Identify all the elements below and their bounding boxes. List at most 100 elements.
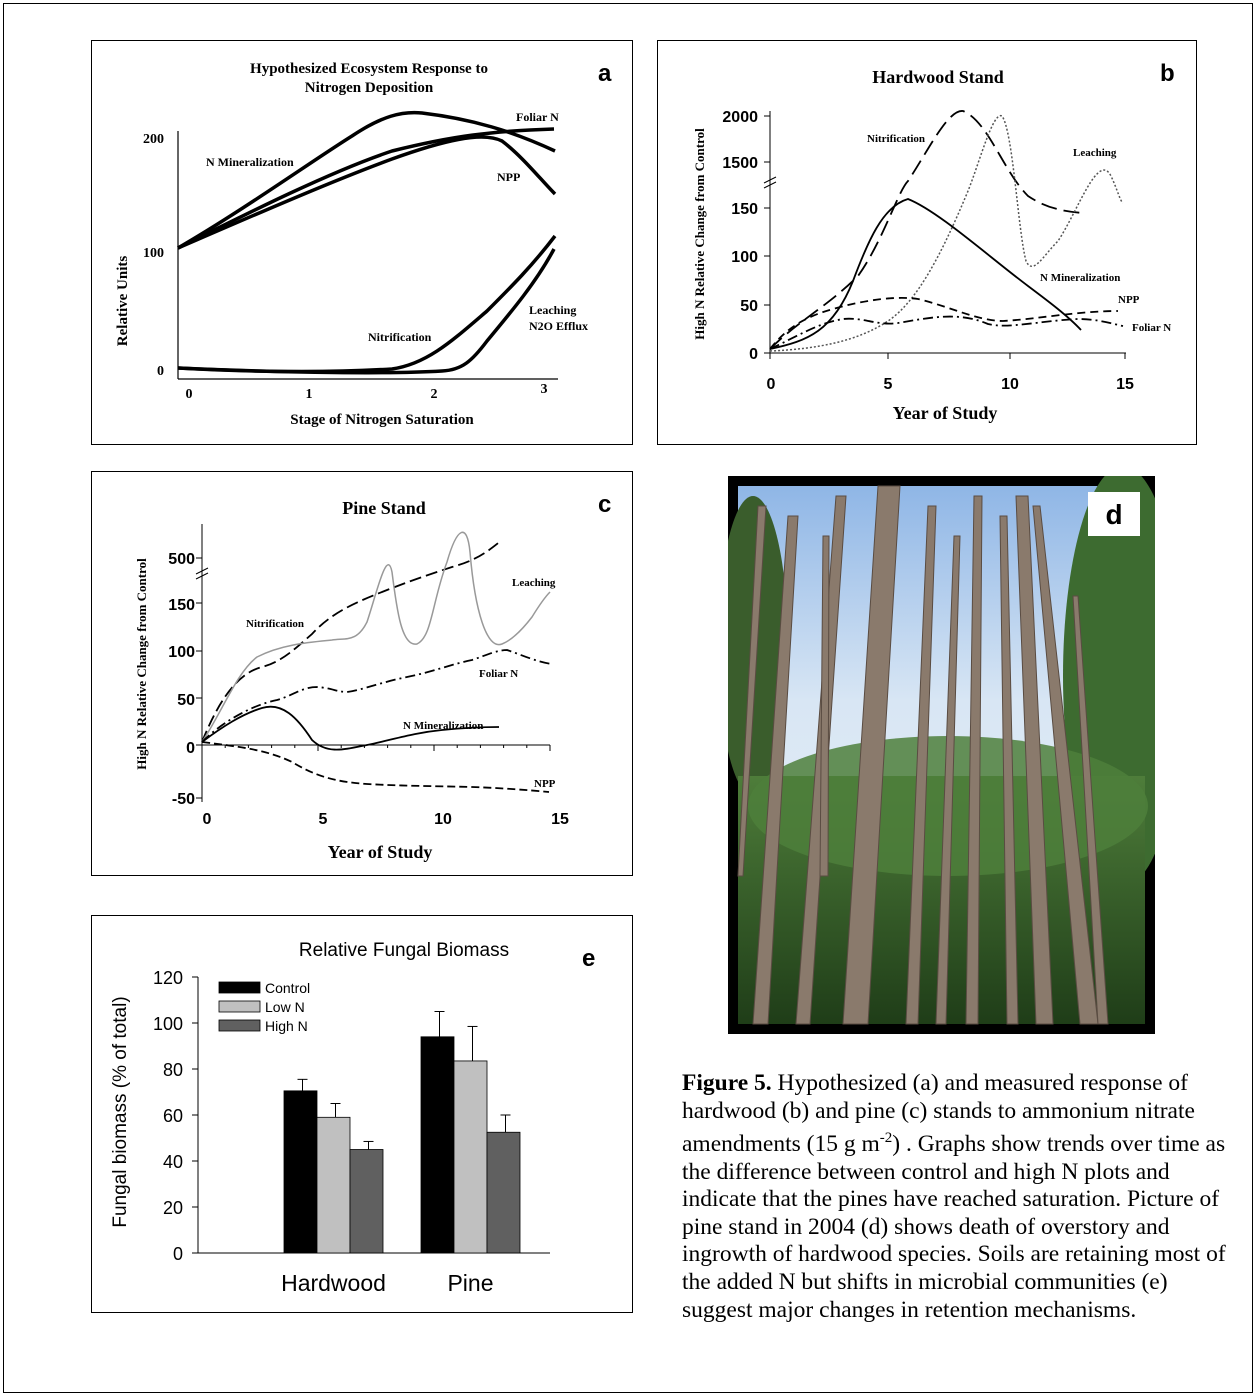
chart-b-ytick-100: 100 (731, 249, 758, 266)
error-bar-pine-high-n (500, 1114, 511, 1133)
chart-e-bars (283, 1011, 521, 1254)
chart-e-legend: Control Low N High N (218, 980, 310, 1034)
label-b-foliar-n: Foliar N (1132, 322, 1171, 334)
panel-b: b Hardwood Stand High N Relative Change … (657, 40, 1197, 445)
label-c-leaching: Leaching (512, 577, 556, 589)
chart-e-ytick-60: 60 (163, 1106, 183, 1126)
label-a-foliar-n: Foliar N (516, 110, 559, 124)
figure-frame (3, 3, 1253, 1393)
chart-a-xlabel: Stage of Nitrogen Saturation (290, 412, 474, 428)
legend-label-control: Control (265, 980, 310, 996)
chart-e-ytick-20: 20 (163, 1198, 183, 1218)
legend-swatch-high-n (218, 1019, 261, 1032)
line-c-n-mineralization (201, 705, 500, 751)
chart-a-title-1: Hypothesized Ecosystem Response to (250, 61, 488, 77)
label-a-nitrification: Nitrification (368, 330, 432, 344)
label-c-foliar-n: Foliar N (479, 668, 518, 680)
error-bar-pine-control (434, 1011, 445, 1037)
bar-pine-high-n (486, 1131, 521, 1254)
chart-b-xtick-15: 15 (1116, 376, 1134, 393)
chart-b-ytick-0: 0 (749, 346, 758, 363)
label-b-npp: NPP (1118, 294, 1140, 306)
chart-c-xtick-0: 0 (203, 811, 212, 828)
chart-b-xtick-10: 10 (1001, 376, 1019, 393)
legend-swatch-low-n (218, 1000, 261, 1013)
caption-text-2: ) . Graphs show trends over time as the … (682, 1131, 1226, 1323)
chart-c-ylabel: High N Relative Change from Control (134, 558, 149, 770)
chart-c-ytick-500: 500 (168, 551, 195, 568)
error-bar-hardwood-control (297, 1078, 308, 1091)
label-b-nitrification: Nitrification (867, 133, 925, 145)
bar-hardwood-high-n (349, 1149, 384, 1254)
chart-a-ylabel: Relative Units (115, 256, 131, 347)
legend-swatch-control (218, 981, 261, 994)
chart-a-ytick-0: 0 (157, 364, 164, 379)
line-b-nitrification (769, 110, 1084, 350)
chart-c-tick-marks (196, 557, 551, 799)
line-c-nitrification (201, 539, 503, 743)
line-b-foliar-n (769, 315, 1124, 350)
chart-e-ytick-80: 80 (163, 1060, 183, 1080)
legend-label-low-n: Low N (265, 999, 305, 1015)
chart-a-ytick-100: 100 (143, 246, 164, 261)
error-bar-hardwood-high-n (363, 1140, 374, 1150)
chart-e: e Relative Fungal Biomass Fungal biomass… (110, 940, 595, 1296)
chart-c-ytick-150: 150 (168, 597, 195, 614)
chart-c: c Pine Stand High N Relative Change from… (134, 491, 611, 862)
line-a-leaching (177, 248, 556, 375)
panel-e: e Relative Fungal Biomass Fungal biomass… (91, 915, 633, 1313)
chart-c-ytick-50: 50 (177, 692, 195, 709)
chart-c-axis-break (195, 567, 209, 580)
label-c-n-mineralization: N Mineralization (403, 720, 483, 732)
chart-e-ylabel: Fungal biomass (% of total) (110, 996, 131, 1227)
label-a-n2o-efflux: N2O Efflux (529, 319, 588, 333)
chart-a-xtick-2: 2 (431, 387, 438, 402)
chart-e-ytick-40: 40 (163, 1152, 183, 1172)
panel-letter-d: d (1105, 499, 1122, 530)
line-c-npp (201, 741, 550, 793)
line-b-n-mineralization (769, 198, 1082, 350)
chart-a-xtick-3: 3 (541, 382, 548, 397)
chart-e-ytick-0: 0 (173, 1244, 183, 1264)
chart-c-ytick-0: 0 (186, 740, 195, 757)
error-bar-pine-low-n (467, 1025, 478, 1061)
pine-stand-photo: d (718, 466, 1183, 1034)
label-a-leaching: Leaching (529, 303, 576, 317)
line-c-foliar-n (201, 649, 553, 743)
chart-b-ylabel: High N Relative Change from Control (692, 128, 707, 340)
figure-caption: Figure 5. Hypothesized (a) and measured … (682, 1070, 1242, 1324)
chart-b-ytick-2000: 2000 (722, 109, 758, 126)
bar-hardwood-control (283, 1090, 318, 1254)
chart-a: a Hypothesized Ecosystem Response to Nit… (115, 60, 612, 428)
panel-letter-b: b (1160, 60, 1175, 87)
chart-b-xtick-0: 0 (767, 376, 776, 393)
chart-c-title: Pine Stand (342, 498, 426, 518)
tree-trunks (737, 485, 1109, 1025)
bar-hardwood-low-n (316, 1116, 351, 1254)
chart-a-title-2: Nitrogen Deposition (305, 80, 434, 96)
chart-b-tick-marks (764, 115, 1126, 359)
caption-superscript: -2 (879, 1130, 893, 1147)
chart-a-ytick-200: 200 (143, 132, 164, 147)
panel-c: c Pine Stand High N Relative Change from… (91, 471, 633, 876)
panel-letter-e: e (582, 945, 595, 972)
chart-b-ytick-1500: 1500 (722, 155, 758, 172)
caption-text-1: Hypothesized (a) and measured response o… (682, 1070, 1195, 1158)
label-c-nitrification: Nitrification (246, 618, 304, 630)
label-b-n-mineralization: N Mineralization (1040, 272, 1120, 284)
panel-a: a Hypothesized Ecosystem Response to Nit… (91, 40, 633, 445)
chart-b-title: Hardwood Stand (872, 67, 1004, 87)
chart-e-title: Relative Fungal Biomass (299, 940, 509, 961)
label-b-leaching: Leaching (1073, 147, 1117, 159)
chart-b-ytick-50: 50 (740, 298, 758, 315)
error-bar-hardwood-low-n (330, 1103, 341, 1118)
line-c-leaching (201, 531, 551, 743)
chart-e-ytick-120: 120 (153, 968, 183, 988)
bar-pine-control (420, 1036, 455, 1254)
line-a-n-mineralization (177, 110, 556, 250)
panel-letter-a: a (598, 60, 612, 87)
chart-a-xtick-0: 0 (186, 387, 193, 402)
chart-e-tick-marks (192, 976, 198, 1254)
chart-a-xtick-1: 1 (306, 387, 313, 402)
line-b-leaching (769, 115, 1124, 352)
